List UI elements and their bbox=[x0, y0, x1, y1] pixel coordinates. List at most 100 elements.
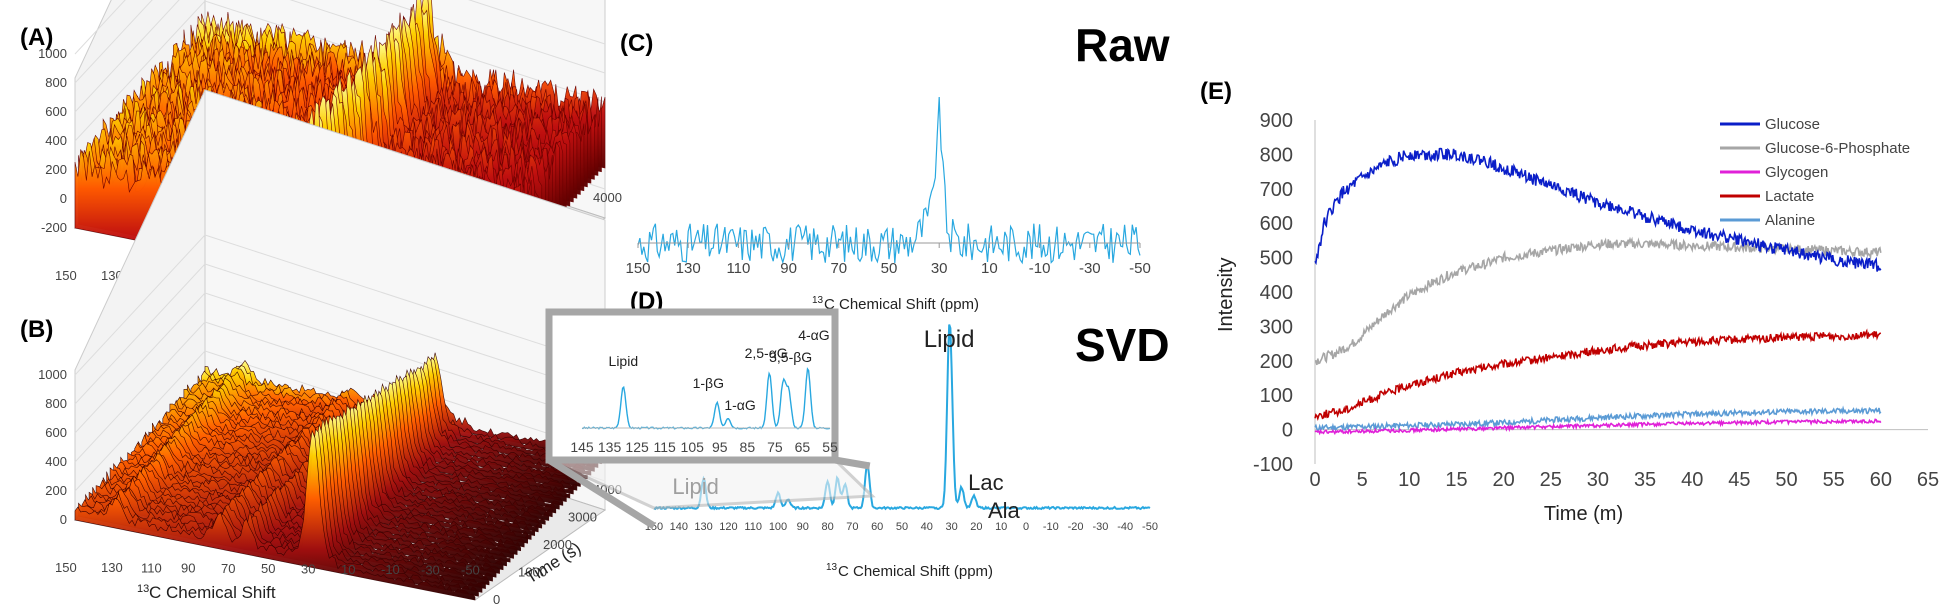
y-tick-label: 500 bbox=[1260, 248, 1293, 270]
spectrum-slice bbox=[81, 423, 483, 593]
x-end-tick-label: 150 bbox=[55, 268, 77, 283]
x-tick-label: 30 bbox=[301, 562, 315, 577]
peak-annotation: Lipid bbox=[924, 326, 975, 353]
x-axis-label: C Chemical Shift (ppm) bbox=[824, 296, 979, 313]
series-line-glucose-6-phosphate bbox=[1315, 236, 1882, 366]
z-grid-line bbox=[74, 350, 206, 492]
x-tick-label: 150 bbox=[625, 260, 650, 277]
x-tick-label: 45 bbox=[1728, 469, 1750, 491]
legend-label: Glycogen bbox=[1765, 164, 1828, 181]
raw-spectrum-line bbox=[637, 96, 1141, 265]
y-tick-label: 2000 bbox=[543, 537, 572, 552]
x-tick-label: 15 bbox=[1445, 469, 1467, 491]
x-tick-label: 30 bbox=[931, 260, 948, 277]
x-tick-label: -50 bbox=[1142, 521, 1158, 533]
x-tick-label: -50 bbox=[461, 563, 480, 578]
x-tick-label: 60 bbox=[871, 521, 883, 533]
spectrum-slice bbox=[99, 415, 500, 574]
x-tick-label: 40 bbox=[1681, 469, 1703, 491]
inset-peak-annotation: Lipid bbox=[609, 353, 639, 369]
x-tick-label: 60 bbox=[1870, 469, 1892, 491]
z-grid-line bbox=[204, 292, 606, 424]
panel-label-c: (C) bbox=[620, 30, 654, 57]
x-tick-label: 0 bbox=[1023, 521, 1029, 533]
inset-x-tick-label: 115 bbox=[654, 439, 677, 455]
x-end-tick-label: 150 bbox=[55, 560, 77, 575]
x-tick-label: 30 bbox=[945, 521, 957, 533]
x-tick-label: 80 bbox=[821, 521, 833, 533]
x-tick-label: 20 bbox=[1492, 469, 1514, 491]
z-grid-line bbox=[74, 0, 180, 113]
inset-x-tick-label: 65 bbox=[795, 439, 811, 455]
x-tick-label: 10 bbox=[341, 562, 355, 577]
x-axis-label: C Chemical Shift (ppm) bbox=[838, 563, 993, 580]
legend-label: Alanine bbox=[1765, 212, 1815, 229]
z-grid-line bbox=[74, 234, 206, 376]
svd-spectrum-line bbox=[653, 324, 1151, 511]
x-tick-label: 0 bbox=[1309, 469, 1320, 491]
z-grid-line bbox=[204, 234, 606, 366]
x-tick-label: 65 bbox=[1917, 469, 1939, 491]
x-tick-label: 20 bbox=[970, 521, 982, 533]
z-tick-label: -200 bbox=[41, 220, 67, 235]
x-tick-label: 130 bbox=[101, 560, 123, 575]
z-grid-line bbox=[467, 0, 606, 45]
x-tick-label: 130 bbox=[676, 260, 701, 277]
x-tick-label: -40 bbox=[1117, 521, 1133, 533]
z-tick-label: 400 bbox=[45, 454, 67, 469]
z-grid-line bbox=[74, 0, 126, 55]
legend-label: Lactate bbox=[1765, 188, 1814, 205]
x-tick-label: 10 bbox=[1398, 469, 1420, 491]
panel-label-b: (B) bbox=[20, 316, 54, 343]
z-tick-label: 200 bbox=[45, 483, 67, 498]
inset-peak-annotation: 1-βG bbox=[693, 375, 724, 391]
x-tick-label: 55 bbox=[1823, 469, 1845, 491]
inset-x-tick-label: 75 bbox=[767, 439, 783, 455]
x-tick-label: 70 bbox=[221, 561, 235, 576]
x-axis-label-sup: 13 bbox=[137, 583, 149, 595]
z-tick-label: 600 bbox=[45, 425, 67, 440]
legend-label: Glucose-6-Phosphate bbox=[1765, 140, 1910, 157]
x-tick-label: 110 bbox=[141, 560, 162, 575]
x-axis-label-sup: 13 bbox=[812, 295, 824, 306]
x-tick-label: -30 bbox=[1079, 260, 1101, 277]
legend-label: Glucose bbox=[1765, 116, 1820, 133]
y-tick-label: 800 bbox=[1260, 144, 1293, 166]
spectrum-slice bbox=[74, 429, 476, 601]
panel-label-e: (E) bbox=[1200, 78, 1232, 105]
z-grid-line bbox=[74, 0, 153, 84]
inset-connector-right bbox=[834, 456, 871, 470]
series-line-glycogen bbox=[1314, 417, 1882, 436]
svd-label: SVD bbox=[1075, 319, 1170, 371]
x-tick-label: 110 bbox=[726, 260, 750, 277]
inset-x-tick-label: 55 bbox=[822, 439, 838, 455]
spectrum-slice bbox=[92, 414, 493, 582]
x-tick-label: 10 bbox=[981, 260, 998, 277]
z-tick-label: 1000 bbox=[38, 46, 67, 61]
panel-label-a: (A) bbox=[20, 24, 54, 51]
x-tick-label: -50 bbox=[1129, 260, 1151, 277]
x-tick-label: -30 bbox=[1092, 521, 1108, 533]
x-tick-label: -20 bbox=[1068, 521, 1084, 533]
x-tick-label: 130 bbox=[694, 521, 712, 533]
inset-peak-annotation: 2,5-αG bbox=[745, 345, 788, 361]
inset-x-tick-label: 135 bbox=[598, 439, 622, 455]
x-tick-label: 120 bbox=[719, 521, 737, 533]
inset-peak-annotation: 1-αG bbox=[724, 397, 755, 413]
inset-x-tick-label: 95 bbox=[712, 439, 728, 455]
inset-x-tick-label: 105 bbox=[681, 439, 705, 455]
y-tick-label: 900 bbox=[1260, 110, 1293, 132]
inset-connector-left bbox=[547, 457, 656, 529]
x-axis-label: C Chemical Shift bbox=[149, 583, 276, 602]
z-grid-line bbox=[204, 263, 606, 395]
z-grid-line bbox=[378, 0, 606, 74]
z-tick-label: 0 bbox=[60, 512, 67, 527]
x-tick-label: 90 bbox=[181, 561, 195, 576]
x-tick-label: -10 bbox=[1043, 521, 1059, 533]
inset-peak-annotation: 3,5-βG bbox=[769, 349, 812, 365]
inset-x-tick-label: 125 bbox=[625, 439, 649, 455]
x-axis-label: Time (m) bbox=[1544, 503, 1623, 525]
x-tick-label: 50 bbox=[881, 260, 898, 277]
x-tick-label: 70 bbox=[846, 521, 858, 533]
